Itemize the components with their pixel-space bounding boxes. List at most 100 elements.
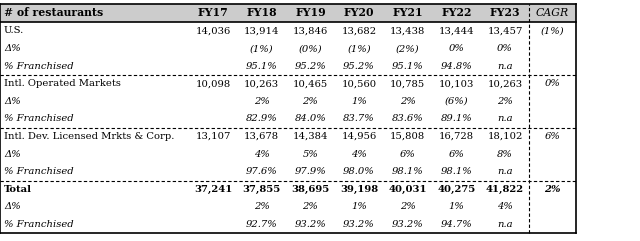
Text: 95.2%: 95.2% xyxy=(294,62,326,71)
Text: 40,275: 40,275 xyxy=(437,185,476,194)
Text: 2%: 2% xyxy=(545,185,561,194)
Text: 13,444: 13,444 xyxy=(438,27,474,35)
Bar xyxy=(0,40,576,57)
Text: 98.0%: 98.0% xyxy=(343,167,375,176)
Text: 1%: 1% xyxy=(449,202,464,211)
Text: 10,465: 10,465 xyxy=(292,79,328,88)
Text: 98.1%: 98.1% xyxy=(440,167,472,176)
Text: 14,036: 14,036 xyxy=(195,27,231,35)
Text: 15,808: 15,808 xyxy=(390,132,426,141)
Text: n.a: n.a xyxy=(497,220,513,229)
Bar xyxy=(0,110,576,128)
Text: (2%): (2%) xyxy=(396,44,419,53)
Bar xyxy=(0,145,576,163)
Text: 38,695: 38,695 xyxy=(291,185,330,194)
Text: 2%: 2% xyxy=(400,97,415,106)
Text: (1%): (1%) xyxy=(541,27,564,35)
Text: FY18: FY18 xyxy=(246,7,277,18)
Text: 98.1%: 98.1% xyxy=(392,167,424,176)
Text: 95.1%: 95.1% xyxy=(246,62,278,71)
Text: 14,384: 14,384 xyxy=(292,132,328,141)
Text: 2%: 2% xyxy=(254,97,269,106)
Text: (1%): (1%) xyxy=(250,44,273,53)
Text: 95.2%: 95.2% xyxy=(343,62,375,71)
Text: 83.7%: 83.7% xyxy=(343,114,375,123)
Text: 6%: 6% xyxy=(449,150,464,159)
Text: 97.6%: 97.6% xyxy=(246,167,278,176)
Text: 97.9%: 97.9% xyxy=(294,167,326,176)
Text: 4%: 4% xyxy=(254,150,269,159)
Text: Total: Total xyxy=(4,185,32,194)
Text: 14,956: 14,956 xyxy=(341,132,377,141)
Text: 8%: 8% xyxy=(497,150,513,159)
Text: 2%: 2% xyxy=(303,97,318,106)
Text: n.a: n.a xyxy=(497,114,513,123)
Text: 0%: 0% xyxy=(449,44,464,53)
Text: 5%: 5% xyxy=(303,150,318,159)
Text: 4%: 4% xyxy=(351,150,367,159)
Text: Δ%: Δ% xyxy=(4,97,20,106)
Text: 13,457: 13,457 xyxy=(487,27,523,35)
Text: 93.2%: 93.2% xyxy=(392,220,424,229)
Text: (0%): (0%) xyxy=(299,44,322,53)
Text: FY23: FY23 xyxy=(490,7,520,18)
Text: 94.7%: 94.7% xyxy=(440,220,472,229)
Text: n.a: n.a xyxy=(497,167,513,176)
Text: # of restaurants: # of restaurants xyxy=(4,7,103,18)
Bar xyxy=(0,22,576,40)
Text: 18,102: 18,102 xyxy=(487,132,523,141)
Text: % Franchised: % Franchised xyxy=(4,62,74,71)
Text: 94.8%: 94.8% xyxy=(440,62,472,71)
Bar xyxy=(0,198,576,216)
Text: U.S.: U.S. xyxy=(4,27,24,35)
Text: FY19: FY19 xyxy=(295,7,326,18)
Text: Δ%: Δ% xyxy=(4,202,20,211)
Bar xyxy=(0,4,576,22)
Bar xyxy=(0,163,576,181)
Text: (6%): (6%) xyxy=(445,97,468,106)
Bar xyxy=(0,128,576,145)
Text: 4%: 4% xyxy=(497,202,513,211)
Text: 13,914: 13,914 xyxy=(244,27,280,35)
Text: % Franchised: % Franchised xyxy=(4,114,74,123)
Text: 37,241: 37,241 xyxy=(194,185,232,194)
Text: 95.1%: 95.1% xyxy=(392,62,424,71)
Text: 10,098: 10,098 xyxy=(195,79,231,88)
Bar xyxy=(0,93,576,110)
Text: 16,728: 16,728 xyxy=(439,132,474,141)
Text: 2%: 2% xyxy=(497,97,513,106)
Text: n.a: n.a xyxy=(497,62,513,71)
Text: 40,031: 40,031 xyxy=(388,185,427,194)
Text: 1%: 1% xyxy=(351,97,367,106)
Text: 6%: 6% xyxy=(400,150,415,159)
Text: 10,263: 10,263 xyxy=(244,79,279,88)
Text: 10,103: 10,103 xyxy=(438,79,474,88)
Text: 13,438: 13,438 xyxy=(390,27,426,35)
Text: 13,682: 13,682 xyxy=(342,27,376,35)
Bar xyxy=(0,75,576,93)
Text: 1%: 1% xyxy=(351,202,367,211)
Text: 83.6%: 83.6% xyxy=(392,114,424,123)
Text: Intl. Dev. Licensed Mrkts & Corp.: Intl. Dev. Licensed Mrkts & Corp. xyxy=(4,132,174,141)
Text: 10,560: 10,560 xyxy=(342,79,376,88)
Text: FY21: FY21 xyxy=(392,7,423,18)
Text: 93.2%: 93.2% xyxy=(343,220,375,229)
Text: % Franchised: % Franchised xyxy=(4,167,74,176)
Text: 13,846: 13,846 xyxy=(292,27,328,35)
Text: (1%): (1%) xyxy=(348,44,371,53)
Bar xyxy=(0,181,576,198)
Text: 2%: 2% xyxy=(303,202,318,211)
Text: 84.0%: 84.0% xyxy=(294,114,326,123)
Text: 2%: 2% xyxy=(254,202,269,211)
Bar xyxy=(0,216,576,233)
Text: Δ%: Δ% xyxy=(4,44,20,53)
Text: 0%: 0% xyxy=(497,44,513,53)
Text: 93.2%: 93.2% xyxy=(294,220,326,229)
Text: Δ%: Δ% xyxy=(4,150,20,159)
Text: 10,263: 10,263 xyxy=(488,79,522,88)
Text: 13,107: 13,107 xyxy=(195,132,231,141)
Text: FY17: FY17 xyxy=(198,7,228,18)
Text: FY20: FY20 xyxy=(344,7,374,18)
Text: 82.9%: 82.9% xyxy=(246,114,278,123)
Text: 89.1%: 89.1% xyxy=(440,114,472,123)
